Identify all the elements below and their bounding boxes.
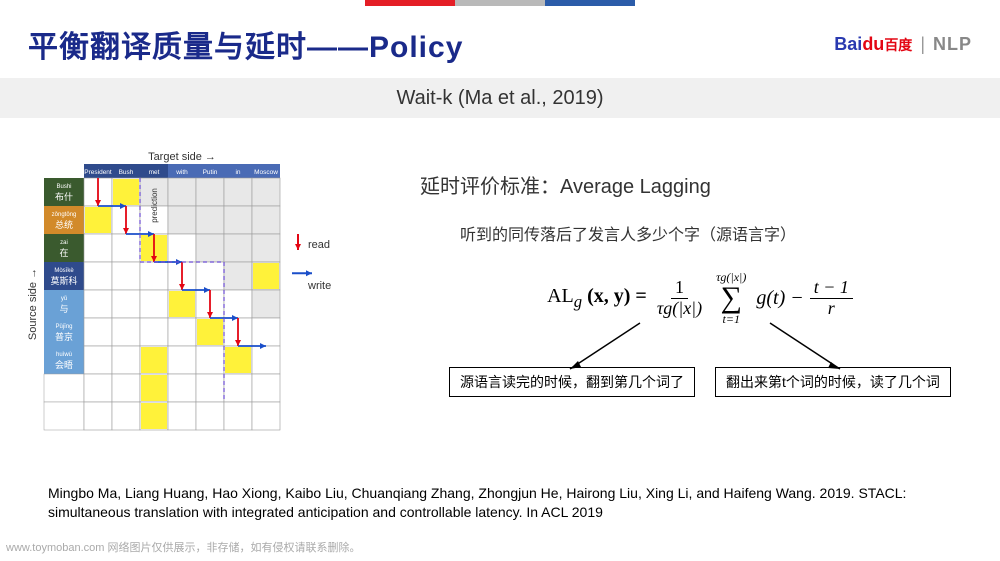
metric-subtitle: 听到的同传落后了发言人多少个字（源语言字） bbox=[460, 221, 970, 245]
accent-seg-1 bbox=[365, 0, 455, 6]
svg-text:Putin: Putin bbox=[203, 169, 218, 176]
subtitle-banner: Wait-k (Ma et al., 2019) bbox=[0, 78, 1000, 118]
formula-gt: g(t) − bbox=[756, 287, 803, 310]
formula-frac-1: 1 τg(|x|) bbox=[653, 278, 706, 319]
svg-text:Mòsīkè: Mòsīkè bbox=[54, 268, 74, 274]
svg-text:prediction: prediction bbox=[150, 188, 159, 223]
svg-text:布什: 布什 bbox=[55, 191, 73, 202]
watermark: www.toymoban.com 网络图片仅供展示，非存储，如有侵权请联系删除。 bbox=[6, 539, 360, 555]
baidu-logo: Baidu百度 bbox=[834, 34, 912, 55]
svg-text:莫斯科: 莫斯科 bbox=[50, 275, 77, 286]
svg-text:在: 在 bbox=[59, 247, 68, 258]
formula-lhs: ALg (x, y) = bbox=[547, 285, 647, 312]
svg-text:huìwù: huìwù bbox=[56, 352, 72, 358]
header: 平衡翻译质量与延时——Policy Baidu百度 | NLP bbox=[28, 22, 972, 66]
brand-divider: | bbox=[920, 34, 925, 55]
svg-text:in: in bbox=[235, 169, 240, 176]
svg-text:read: read bbox=[308, 239, 330, 251]
callout-right: 翻出来第t个词的时候，读了几个词 bbox=[715, 367, 951, 397]
svg-text:与: 与 bbox=[59, 304, 68, 314]
svg-text:zǒngtǒng: zǒngtǒng bbox=[52, 212, 77, 218]
svg-text:普京: 普京 bbox=[55, 331, 73, 342]
formula-wrap: ALg (x, y) = 1 τg(|x|) τg(|x|) ∑ t=1 g(t… bbox=[430, 271, 970, 397]
right-panel: 延时评价标准：Average Lagging 听到的同传落后了发言人多少个字（源… bbox=[420, 170, 970, 397]
svg-text:Source side →: Source side → bbox=[27, 268, 39, 340]
svg-text:Bush: Bush bbox=[119, 169, 134, 176]
svg-text:Pǔjīng: Pǔjīng bbox=[55, 324, 72, 330]
formula-sigma: τg(|x|) ∑ t=1 bbox=[716, 271, 746, 325]
nlp-label: NLP bbox=[933, 34, 972, 55]
subtitle-text: Wait-k (Ma et al., 2019) bbox=[396, 87, 603, 110]
callout-left: 源语言读完的时候，翻到第几个词了 bbox=[449, 367, 695, 397]
metric-title: 延时评价标准：Average Lagging bbox=[420, 170, 970, 199]
svg-text:会晤: 会晤 bbox=[55, 359, 73, 370]
svg-text:write: write bbox=[307, 280, 331, 292]
svg-text:Bushi: Bushi bbox=[56, 184, 71, 190]
svg-text:Target side →: Target side → bbox=[148, 151, 216, 163]
waitk-diagram: Target side → Source side → President Bush m… bbox=[26, 148, 366, 468]
svg-text:with: with bbox=[175, 169, 188, 176]
brand-block: Baidu百度 | NLP bbox=[834, 34, 972, 55]
svg-text:yǔ: yǔ bbox=[61, 296, 67, 302]
page-title: 平衡翻译质量与延时——Policy bbox=[28, 22, 463, 66]
svg-text:met: met bbox=[149, 169, 160, 176]
svg-text:总统: 总统 bbox=[55, 219, 73, 230]
accent-seg-2 bbox=[455, 0, 545, 6]
accent-seg-3 bbox=[545, 0, 635, 6]
accent-bar bbox=[365, 0, 635, 6]
citation: Mingbo Ma, Liang Huang, Hao Xiong, Kaibo… bbox=[48, 484, 952, 523]
formula: ALg (x, y) = 1 τg(|x|) τg(|x|) ∑ t=1 g(t… bbox=[430, 271, 970, 325]
formula-frac-2: t − 1 r bbox=[810, 278, 853, 319]
callouts: 源语言读完的时候，翻到第几个词了 翻出来第t个词的时候，读了几个词 bbox=[430, 367, 970, 397]
svg-text:Moscow: Moscow bbox=[254, 169, 278, 176]
svg-text:President: President bbox=[84, 169, 112, 176]
diagram-svg: Target side → Source side → President Bush m… bbox=[26, 148, 366, 468]
svg-text:zai: zai bbox=[60, 240, 68, 246]
